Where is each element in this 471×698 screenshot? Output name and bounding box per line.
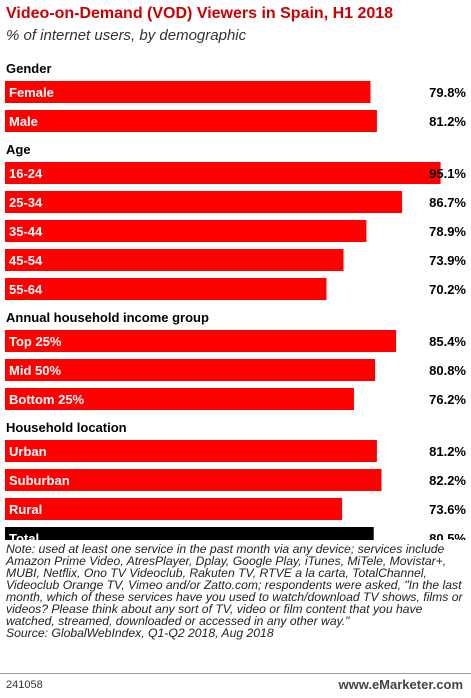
chart-title: Video-on-Demand (VOD) Viewers in Spain, …	[6, 5, 394, 22]
value-label: 85.4%	[429, 334, 466, 349]
group-label: Annual household income group	[6, 310, 209, 325]
chart-id: 241058	[6, 679, 43, 691]
bar	[5, 388, 354, 410]
value-label: 80.8%	[429, 363, 466, 378]
bar	[5, 359, 376, 381]
category-label: 25-34	[9, 195, 43, 210]
chart-subtitle: % of internet users, by demographic	[6, 27, 247, 44]
category-label: 45-54	[9, 253, 43, 268]
category-label: Female	[9, 85, 54, 100]
bar	[5, 162, 441, 184]
category-label: 16-24	[9, 166, 43, 181]
value-label: 78.9%	[429, 224, 466, 239]
category-label: Bottom 25%	[9, 392, 85, 407]
category-label: Total	[9, 531, 39, 540]
bar	[5, 191, 403, 213]
bar	[5, 527, 374, 540]
category-label: 35-44	[9, 224, 43, 239]
bar	[5, 498, 343, 520]
note-text: Note: used at least one service in the p…	[6, 542, 463, 628]
value-label: 81.2%	[429, 444, 466, 459]
value-label: 73.6%	[429, 502, 466, 517]
chart-note: Note: used at least one service in the p…	[6, 543, 468, 639]
bar	[5, 110, 377, 132]
value-label: 70.2%	[429, 282, 466, 297]
value-label: 80.5%	[429, 531, 466, 540]
bar	[5, 469, 382, 491]
group-label: Gender	[6, 61, 52, 76]
value-label: 79.8%	[429, 85, 466, 100]
bar	[5, 81, 371, 103]
category-label: Rural	[9, 502, 42, 517]
source-text: Source: GlobalWebIndex, Q1-Q2 2018, Aug …	[6, 626, 274, 640]
category-label: 55-64	[9, 282, 43, 297]
value-label: 86.7%	[429, 195, 466, 210]
category-label: Top 25%	[9, 334, 62, 349]
bar	[5, 278, 327, 300]
value-label: 82.2%	[429, 473, 466, 488]
brand-link[interactable]: www.eMarketer.com	[338, 677, 463, 692]
category-label: Male	[9, 114, 38, 129]
group-label: Age	[6, 142, 31, 157]
category-label: Suburban	[9, 473, 70, 488]
bar	[5, 249, 344, 271]
category-label: Mid 50%	[9, 363, 61, 378]
bar-chart: Gender Female 79.8% Male 81.2% Age 16-24 95.1% 2…	[5, 61, 466, 540]
footer-divider	[0, 673, 471, 674]
group-label: Household location	[6, 420, 127, 435]
category-label: Urban	[9, 444, 47, 459]
value-label: 73.9%	[429, 253, 466, 268]
bar	[5, 220, 367, 242]
value-label: 95.1%	[429, 166, 466, 181]
bar	[5, 440, 377, 462]
bar	[5, 330, 397, 352]
value-label: 76.2%	[429, 392, 466, 407]
value-label: 81.2%	[429, 114, 466, 129]
